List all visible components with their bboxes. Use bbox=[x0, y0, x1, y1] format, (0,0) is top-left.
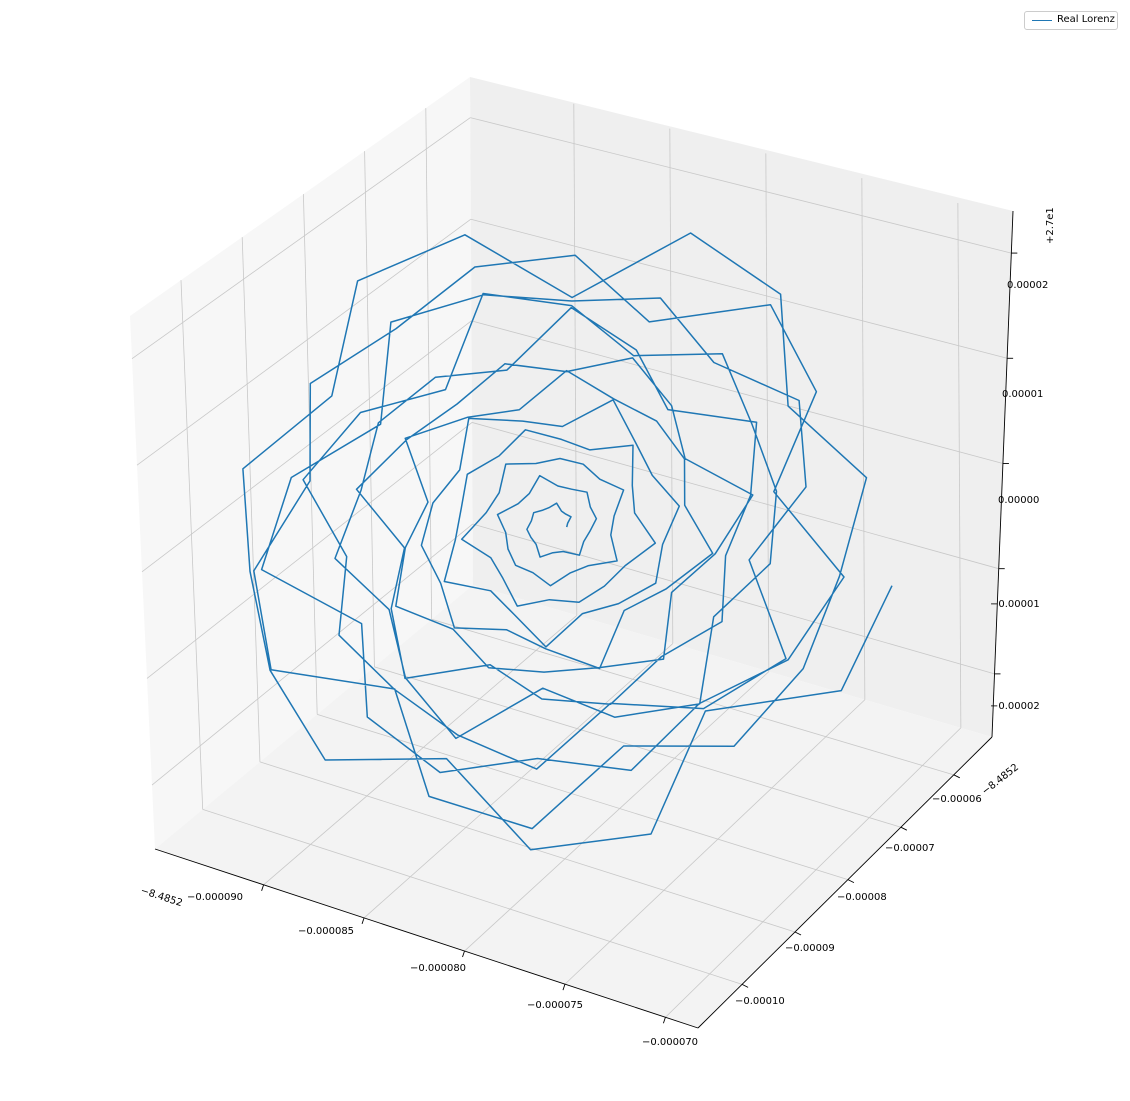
x-tick-label: −0.000070 bbox=[642, 1037, 698, 1048]
z-tick-label: −0.00001 bbox=[990, 599, 1040, 610]
x-tick-mark bbox=[261, 884, 265, 891]
grid-line bbox=[470, 117, 1012, 254]
grid-line bbox=[180, 280, 204, 810]
y-offset-label: −8.4852 bbox=[980, 762, 1021, 797]
z-tick-label: 0.00001 bbox=[1002, 389, 1043, 400]
z-axis-line bbox=[991, 210, 1014, 738]
y-tick-mark bbox=[900, 826, 908, 831]
y-tick-mark bbox=[794, 931, 802, 936]
series-real-lorenz bbox=[242, 232, 893, 851]
grid-line bbox=[470, 218, 1008, 359]
grid-line bbox=[136, 218, 472, 466]
grid-line bbox=[861, 178, 866, 700]
grid-line bbox=[202, 809, 743, 985]
axes bbox=[154, 210, 1018, 1029]
grid-line bbox=[317, 713, 849, 880]
grid-line bbox=[573, 103, 578, 616]
grid-line bbox=[146, 422, 473, 679]
y-tick-label: −0.00007 bbox=[885, 843, 935, 854]
grid-line bbox=[364, 151, 375, 667]
y-axis-line bbox=[697, 736, 993, 1029]
grid-line bbox=[141, 320, 472, 573]
x-tick-label: −0.000075 bbox=[527, 1000, 583, 1011]
z-offset-label: +2.7e1 bbox=[1045, 207, 1056, 244]
y-tick-label: −0.00010 bbox=[735, 996, 785, 1007]
legend-swatch bbox=[1032, 20, 1052, 21]
z-tick-label: 0.00000 bbox=[998, 495, 1039, 506]
y-tick-label: −0.00006 bbox=[932, 794, 982, 805]
x-tick-mark bbox=[462, 950, 465, 958]
y-tick-mark bbox=[847, 879, 855, 883]
grid-line bbox=[957, 202, 962, 728]
x-tick-label: −0.000090 bbox=[187, 892, 243, 903]
z-tick-label: −0.00002 bbox=[990, 701, 1040, 712]
right-pane bbox=[470, 77, 1013, 737]
grid-line bbox=[425, 108, 433, 620]
x-axis-line bbox=[154, 848, 699, 1029]
grid-line bbox=[669, 128, 674, 644]
grid-line bbox=[665, 727, 962, 1018]
grid-line bbox=[263, 615, 578, 886]
grid-line bbox=[374, 666, 901, 828]
grid-line bbox=[151, 523, 473, 786]
left-pane bbox=[130, 77, 473, 849]
grid-line bbox=[131, 117, 471, 359]
x-tick-mark bbox=[662, 1017, 666, 1024]
y-tick-mark bbox=[953, 774, 960, 779]
x-tick-mark bbox=[562, 984, 566, 991]
grid-line bbox=[363, 643, 674, 919]
legend-label: Real Lorenz bbox=[1057, 14, 1115, 25]
y-tick-mark bbox=[741, 983, 749, 988]
grid-line bbox=[564, 699, 866, 985]
x-tick-label: −0.000080 bbox=[410, 963, 466, 974]
grid-line bbox=[765, 153, 770, 672]
grid-line bbox=[471, 320, 1004, 464]
x-offset-label: −8.4852 bbox=[139, 885, 184, 909]
grid-line bbox=[471, 422, 999, 570]
series-line bbox=[242, 232, 893, 851]
x-tick-mark bbox=[361, 917, 365, 925]
y-tick-label: −0.00009 bbox=[785, 943, 835, 954]
grid-line bbox=[464, 671, 770, 952]
y-tick-label: −0.00008 bbox=[837, 892, 887, 903]
legend: Real Lorenz bbox=[1024, 11, 1118, 30]
grid-line bbox=[431, 618, 954, 776]
grid-line bbox=[241, 237, 261, 762]
x-tick-label: −0.000085 bbox=[298, 926, 354, 937]
z-tick-label: 0.00002 bbox=[1007, 280, 1048, 291]
